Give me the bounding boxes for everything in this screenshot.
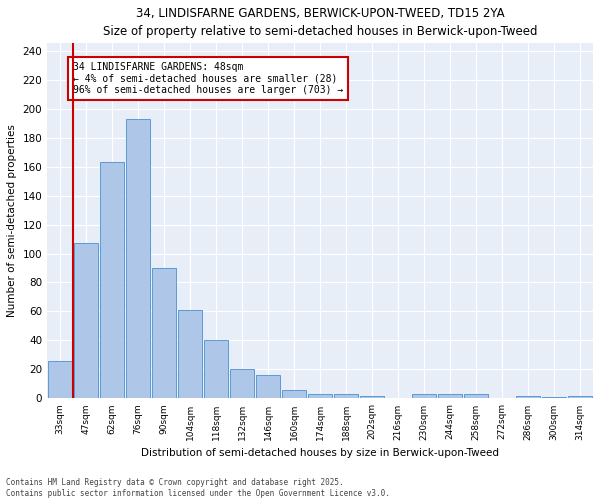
Bar — [100, 162, 124, 398]
Bar — [412, 394, 436, 398]
Bar — [178, 310, 202, 398]
Y-axis label: Number of semi-detached properties: Number of semi-detached properties — [7, 124, 17, 318]
Bar — [464, 394, 488, 398]
Bar — [542, 397, 566, 398]
Text: Contains HM Land Registry data © Crown copyright and database right 2025.
Contai: Contains HM Land Registry data © Crown c… — [6, 478, 390, 498]
Bar — [568, 396, 592, 398]
Bar — [204, 340, 229, 398]
Text: 34 LINDISFARNE GARDENS: 48sqm
← 4% of semi-detached houses are smaller (28)
96% : 34 LINDISFARNE GARDENS: 48sqm ← 4% of se… — [73, 62, 343, 96]
Title: 34, LINDISFARNE GARDENS, BERWICK-UPON-TWEED, TD15 2YA
Size of property relative : 34, LINDISFARNE GARDENS, BERWICK-UPON-TW… — [103, 7, 538, 38]
Bar — [334, 394, 358, 398]
Bar — [230, 370, 254, 398]
X-axis label: Distribution of semi-detached houses by size in Berwick-upon-Tweed: Distribution of semi-detached houses by … — [141, 448, 499, 458]
Bar — [516, 396, 541, 398]
Bar — [438, 394, 463, 398]
Bar — [360, 396, 385, 398]
Bar — [74, 244, 98, 398]
Bar — [152, 268, 176, 398]
Bar — [48, 361, 73, 399]
Bar — [256, 376, 280, 398]
Bar — [282, 390, 307, 398]
Bar — [126, 118, 151, 398]
Bar — [308, 394, 332, 398]
